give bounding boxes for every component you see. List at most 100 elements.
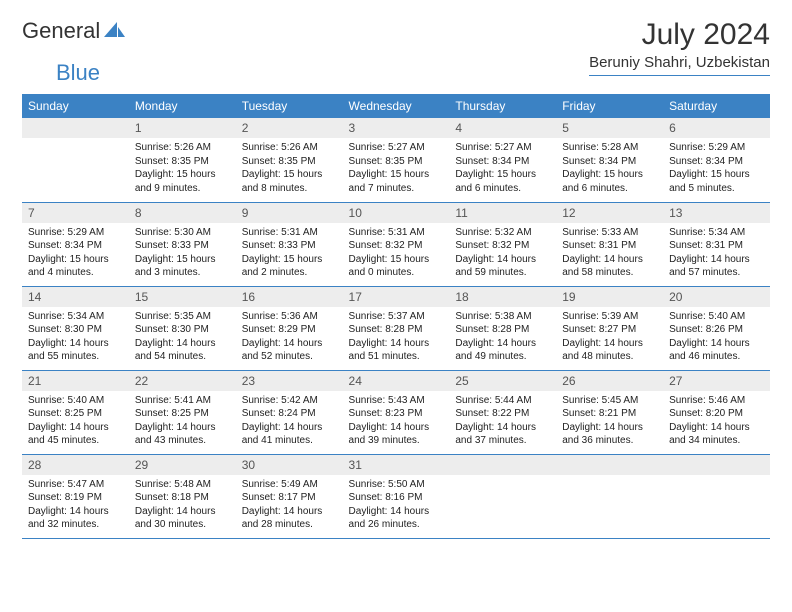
calendar-day-cell: 20Sunrise: 5:40 AMSunset: 8:26 PMDayligh… (663, 286, 770, 370)
daylight-line: Daylight: 15 hours and 6 minutes. (562, 168, 657, 195)
daylight-line: Daylight: 15 hours and 5 minutes. (669, 168, 764, 195)
calendar-day-cell: 5Sunrise: 5:28 AMSunset: 8:34 PMDaylight… (556, 118, 663, 202)
day-number: 28 (22, 455, 129, 475)
calendar-day-cell: 28Sunrise: 5:47 AMSunset: 8:19 PMDayligh… (22, 454, 129, 538)
calendar-week-row: 1Sunrise: 5:26 AMSunset: 8:35 PMDaylight… (22, 118, 770, 202)
location-text: Beruniy Shahri, Uzbekistan (589, 54, 770, 76)
sunrise-line: Sunrise: 5:26 AM (242, 141, 337, 155)
day-number: 16 (236, 287, 343, 307)
sunset-line: Sunset: 8:35 PM (135, 155, 230, 169)
day-number: 19 (556, 287, 663, 307)
daylight-line: Daylight: 15 hours and 4 minutes. (28, 253, 123, 280)
calendar-day-cell: 26Sunrise: 5:45 AMSunset: 8:21 PMDayligh… (556, 370, 663, 454)
day-number (556, 455, 663, 475)
calendar-day-cell: 17Sunrise: 5:37 AMSunset: 8:28 PMDayligh… (343, 286, 450, 370)
day-number: 4 (449, 118, 556, 138)
day-number: 3 (343, 118, 450, 138)
day-details: Sunrise: 5:29 AMSunset: 8:34 PMDaylight:… (663, 138, 770, 200)
sunset-line: Sunset: 8:35 PM (242, 155, 337, 169)
daylight-line: Daylight: 14 hours and 58 minutes. (562, 253, 657, 280)
sunset-line: Sunset: 8:29 PM (242, 323, 337, 337)
day-number: 26 (556, 371, 663, 391)
sunrise-line: Sunrise: 5:43 AM (349, 394, 444, 408)
sunset-line: Sunset: 8:32 PM (455, 239, 550, 253)
day-details: Sunrise: 5:50 AMSunset: 8:16 PMDaylight:… (343, 475, 450, 537)
sunset-line: Sunset: 8:30 PM (135, 323, 230, 337)
sunset-line: Sunset: 8:31 PM (669, 239, 764, 253)
calendar-day-cell: 23Sunrise: 5:42 AMSunset: 8:24 PMDayligh… (236, 370, 343, 454)
day-details: Sunrise: 5:48 AMSunset: 8:18 PMDaylight:… (129, 475, 236, 537)
daylight-line: Daylight: 14 hours and 34 minutes. (669, 421, 764, 448)
calendar-day-cell: 16Sunrise: 5:36 AMSunset: 8:29 PMDayligh… (236, 286, 343, 370)
calendar-day-cell: 22Sunrise: 5:41 AMSunset: 8:25 PMDayligh… (129, 370, 236, 454)
calendar-day-cell (449, 454, 556, 538)
sunset-line: Sunset: 8:16 PM (349, 491, 444, 505)
calendar-day-cell: 21Sunrise: 5:40 AMSunset: 8:25 PMDayligh… (22, 370, 129, 454)
calendar-day-cell: 30Sunrise: 5:49 AMSunset: 8:17 PMDayligh… (236, 454, 343, 538)
day-details: Sunrise: 5:29 AMSunset: 8:34 PMDaylight:… (22, 223, 129, 285)
sunrise-line: Sunrise: 5:40 AM (28, 394, 123, 408)
calendar-day-cell: 15Sunrise: 5:35 AMSunset: 8:30 PMDayligh… (129, 286, 236, 370)
sunset-line: Sunset: 8:31 PM (562, 239, 657, 253)
daylight-line: Daylight: 14 hours and 26 minutes. (349, 505, 444, 532)
calendar-day-cell: 9Sunrise: 5:31 AMSunset: 8:33 PMDaylight… (236, 202, 343, 286)
day-number (22, 118, 129, 138)
calendar-day-cell: 3Sunrise: 5:27 AMSunset: 8:35 PMDaylight… (343, 118, 450, 202)
day-number: 25 (449, 371, 556, 391)
calendar-day-cell: 1Sunrise: 5:26 AMSunset: 8:35 PMDaylight… (129, 118, 236, 202)
sunset-line: Sunset: 8:19 PM (28, 491, 123, 505)
sunset-line: Sunset: 8:20 PM (669, 407, 764, 421)
weekday-header: Sunday (22, 94, 129, 118)
day-number: 12 (556, 203, 663, 223)
day-details: Sunrise: 5:45 AMSunset: 8:21 PMDaylight:… (556, 391, 663, 453)
calendar-day-cell: 12Sunrise: 5:33 AMSunset: 8:31 PMDayligh… (556, 202, 663, 286)
daylight-line: Daylight: 15 hours and 9 minutes. (135, 168, 230, 195)
sunset-line: Sunset: 8:32 PM (349, 239, 444, 253)
day-details: Sunrise: 5:40 AMSunset: 8:26 PMDaylight:… (663, 307, 770, 369)
day-details: Sunrise: 5:41 AMSunset: 8:25 PMDaylight:… (129, 391, 236, 453)
calendar-week-row: 28Sunrise: 5:47 AMSunset: 8:19 PMDayligh… (22, 454, 770, 538)
weekday-header: Saturday (663, 94, 770, 118)
calendar-day-cell (663, 454, 770, 538)
day-details: Sunrise: 5:27 AMSunset: 8:34 PMDaylight:… (449, 138, 556, 200)
calendar-week-row: 21Sunrise: 5:40 AMSunset: 8:25 PMDayligh… (22, 370, 770, 454)
calendar-day-cell: 13Sunrise: 5:34 AMSunset: 8:31 PMDayligh… (663, 202, 770, 286)
day-details: Sunrise: 5:34 AMSunset: 8:31 PMDaylight:… (663, 223, 770, 285)
day-details: Sunrise: 5:43 AMSunset: 8:23 PMDaylight:… (343, 391, 450, 453)
sunrise-line: Sunrise: 5:29 AM (28, 226, 123, 240)
day-details: Sunrise: 5:33 AMSunset: 8:31 PMDaylight:… (556, 223, 663, 285)
weekday-header: Thursday (449, 94, 556, 118)
calendar-day-cell: 4Sunrise: 5:27 AMSunset: 8:34 PMDaylight… (449, 118, 556, 202)
sunrise-line: Sunrise: 5:42 AM (242, 394, 337, 408)
sunrise-line: Sunrise: 5:27 AM (349, 141, 444, 155)
day-details: Sunrise: 5:39 AMSunset: 8:27 PMDaylight:… (556, 307, 663, 369)
calendar-day-cell: 11Sunrise: 5:32 AMSunset: 8:32 PMDayligh… (449, 202, 556, 286)
daylight-line: Daylight: 15 hours and 7 minutes. (349, 168, 444, 195)
daylight-line: Daylight: 14 hours and 51 minutes. (349, 337, 444, 364)
sunrise-line: Sunrise: 5:28 AM (562, 141, 657, 155)
sunrise-line: Sunrise: 5:37 AM (349, 310, 444, 324)
day-number (663, 455, 770, 475)
daylight-line: Daylight: 15 hours and 8 minutes. (242, 168, 337, 195)
day-details: Sunrise: 5:44 AMSunset: 8:22 PMDaylight:… (449, 391, 556, 453)
day-details: Sunrise: 5:40 AMSunset: 8:25 PMDaylight:… (22, 391, 129, 453)
day-details: Sunrise: 5:30 AMSunset: 8:33 PMDaylight:… (129, 223, 236, 285)
sunrise-line: Sunrise: 5:32 AM (455, 226, 550, 240)
weekday-header: Wednesday (343, 94, 450, 118)
sunrise-line: Sunrise: 5:39 AM (562, 310, 657, 324)
calendar-day-cell (556, 454, 663, 538)
daylight-line: Daylight: 14 hours and 43 minutes. (135, 421, 230, 448)
calendar-day-cell: 6Sunrise: 5:29 AMSunset: 8:34 PMDaylight… (663, 118, 770, 202)
daylight-line: Daylight: 14 hours and 45 minutes. (28, 421, 123, 448)
day-number: 6 (663, 118, 770, 138)
sunset-line: Sunset: 8:23 PM (349, 407, 444, 421)
sunrise-line: Sunrise: 5:40 AM (669, 310, 764, 324)
sunset-line: Sunset: 8:24 PM (242, 407, 337, 421)
weekday-header-row: SundayMondayTuesdayWednesdayThursdayFrid… (22, 94, 770, 118)
calendar-day-cell: 31Sunrise: 5:50 AMSunset: 8:16 PMDayligh… (343, 454, 450, 538)
day-number: 10 (343, 203, 450, 223)
sunrise-line: Sunrise: 5:41 AM (135, 394, 230, 408)
day-details: Sunrise: 5:28 AMSunset: 8:34 PMDaylight:… (556, 138, 663, 200)
sunrise-line: Sunrise: 5:33 AM (562, 226, 657, 240)
sunrise-line: Sunrise: 5:50 AM (349, 478, 444, 492)
